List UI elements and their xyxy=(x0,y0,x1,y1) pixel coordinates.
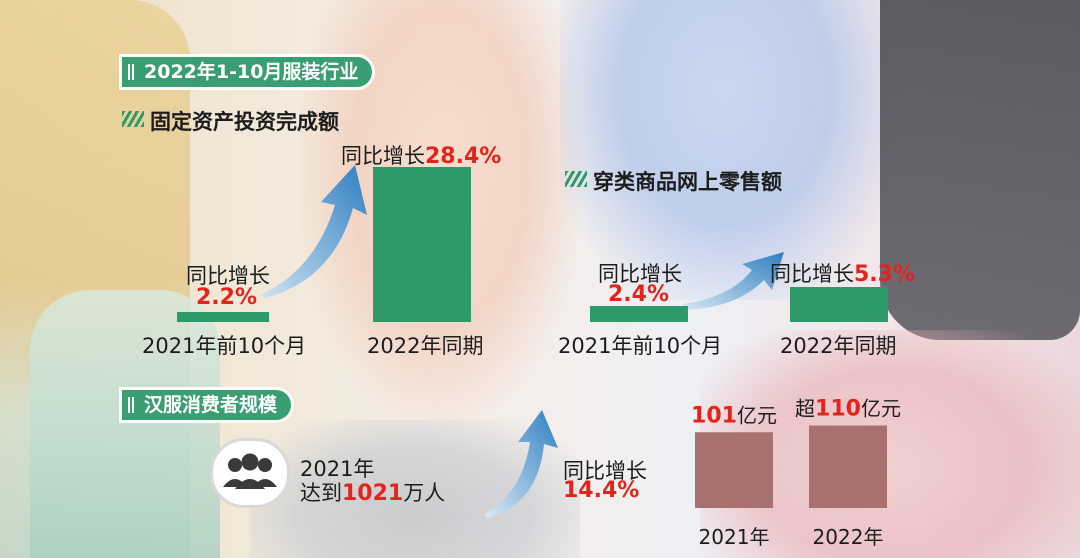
category-online-2022: 2022年同期 xyxy=(780,330,896,360)
growth-arrow-investment-icon xyxy=(255,160,375,300)
section-title-investment: 固定资产投资完成额 xyxy=(122,106,339,136)
growth-value-investment-2021: 2.2% xyxy=(196,285,257,310)
growth-value-online-2022: 5.3% xyxy=(854,262,915,287)
hanfu-reach-line: 达到1021万人 xyxy=(300,477,445,507)
category-online-2021: 2021年前10个月 xyxy=(558,330,722,360)
background-dark-coat xyxy=(880,0,1080,340)
hanfu-growth-value: 14.4% xyxy=(563,478,639,503)
hanfu-reach-unit: 万人 xyxy=(403,481,445,505)
growth-label-online-2022: 同比增长 xyxy=(770,262,854,286)
main-tag-text: 2022年1-10月服装行业 xyxy=(144,61,358,83)
category-hanfu-0: 2021年 xyxy=(699,525,770,549)
growth-arrow-hanfu-icon xyxy=(480,408,560,518)
main-tag-industry: 2022年1-10月服装行业 xyxy=(122,57,372,87)
category-investment-2021: 2021年前10个月 xyxy=(142,330,306,360)
growth-value-online-2021: 2.4% xyxy=(608,282,669,307)
bar-online-2022 xyxy=(790,287,888,322)
bar-hanfu-1 xyxy=(809,426,887,509)
category-investment-2022: 2022年同期 xyxy=(367,330,483,360)
growth-line-online-2022: 同比增长5.3% xyxy=(770,258,915,288)
bar-investment-2022 xyxy=(373,167,471,322)
value-label-hanfu-1: 超110亿元 xyxy=(795,397,901,422)
hanfu-market-chart: 101亿元 2021年 超110亿元 2022年 xyxy=(680,380,920,558)
growth-line-investment-2022: 同比增长28.4% xyxy=(341,140,501,170)
section-tag-hanfu: 汉服消费者规模 xyxy=(122,390,291,420)
value-label-hanfu-0: 101亿元 xyxy=(691,403,777,428)
growth-label-investment-2022: 同比增长 xyxy=(341,144,425,168)
people-group-icon xyxy=(210,438,290,508)
bar-online-2021 xyxy=(590,306,688,322)
bar-hanfu-0 xyxy=(695,432,773,508)
section-title-online-retail: 穿类商品网上零售额 xyxy=(565,166,782,196)
hanfu-reach-prefix: 达到 xyxy=(300,481,342,505)
hanfu-reach-value: 1021 xyxy=(342,481,403,506)
bar-investment-2021 xyxy=(177,312,269,322)
section-tag-hanfu-text: 汉服消费者规模 xyxy=(144,394,277,416)
category-hanfu-1: 2022年 xyxy=(813,525,884,549)
growth-value-investment-2022: 28.4% xyxy=(425,144,501,169)
